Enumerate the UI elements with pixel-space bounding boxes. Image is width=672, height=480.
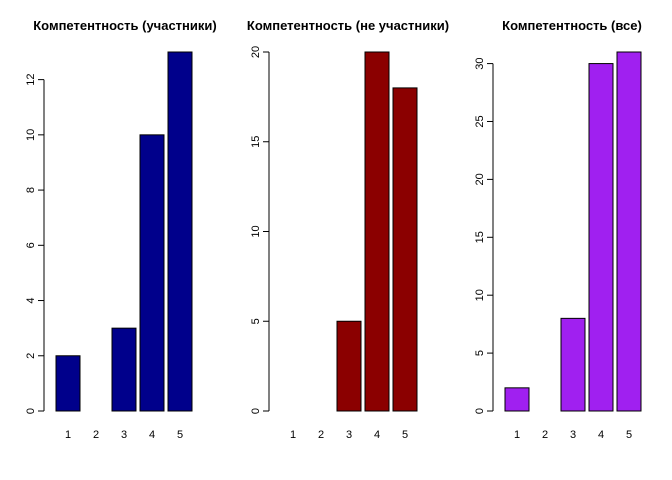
chart-title: Компетентность (все) xyxy=(502,18,642,33)
y-tick-label: 0 xyxy=(250,408,262,414)
x-tick-label: 5 xyxy=(402,429,408,441)
chart-title: Компетентность (участники) xyxy=(33,18,216,33)
chart-panel-non-participants: Компетентность (не участники) 1 2 3 4 5 0 5 10 15… xyxy=(247,18,449,441)
bar-3 xyxy=(111,327,137,412)
chart-title: Компетентность (не участники) xyxy=(247,18,449,33)
x-tick-label: 5 xyxy=(626,429,632,441)
y-tick-label: 25 xyxy=(474,115,486,127)
x-tick-label: 5 xyxy=(177,429,183,441)
y-tick-label: 6 xyxy=(25,242,37,248)
bar-3 xyxy=(336,320,362,412)
x-tick-label: 1 xyxy=(290,429,296,441)
bar-4 xyxy=(364,51,390,412)
y-tick-label: 10 xyxy=(25,129,37,141)
bar-1 xyxy=(504,387,530,412)
x-tick-label: 1 xyxy=(65,429,71,441)
x-tick-label: 3 xyxy=(570,429,576,441)
bar-4 xyxy=(588,63,614,412)
y-tick-label: 0 xyxy=(25,408,37,414)
x-tick-label: 2 xyxy=(318,429,324,441)
bar-1 xyxy=(55,355,81,412)
x-tick-label: 4 xyxy=(374,429,380,441)
y-tick-label: 5 xyxy=(250,318,262,324)
bar-5 xyxy=(167,51,193,412)
x-tick-label: 1 xyxy=(514,429,520,441)
y-tick-label: 30 xyxy=(474,57,486,69)
y-tick-label: 5 xyxy=(474,350,486,356)
x-tick-label: 4 xyxy=(149,429,155,441)
chart-panel-all: Компетентность (все) 1 2 3 4 5 0 5 10 15 20 25 30 xyxy=(474,18,642,441)
bar-5 xyxy=(616,51,642,412)
y-tick-label: 15 xyxy=(474,231,486,243)
bar-5 xyxy=(392,87,418,412)
x-tick-label: 4 xyxy=(598,429,604,441)
y-tick-label: 0 xyxy=(474,408,486,414)
y-tick-label: 20 xyxy=(474,173,486,185)
y-tick-label: 10 xyxy=(474,289,486,301)
y-tick-label: 20 xyxy=(250,46,262,58)
x-tick-label: 2 xyxy=(542,429,548,441)
x-tick-label: 2 xyxy=(93,429,99,441)
y-tick-label: 10 xyxy=(250,225,262,237)
bar-3 xyxy=(560,317,586,412)
y-tick-label: 8 xyxy=(25,187,37,193)
y-tick-label: 4 xyxy=(25,297,37,303)
bar-4 xyxy=(139,134,165,412)
y-tick-label: 2 xyxy=(25,353,37,359)
y-tick-label: 12 xyxy=(25,73,37,85)
x-tick-label: 3 xyxy=(121,429,127,441)
x-tick-label: 3 xyxy=(346,429,352,441)
y-tick-label: 15 xyxy=(250,136,262,148)
